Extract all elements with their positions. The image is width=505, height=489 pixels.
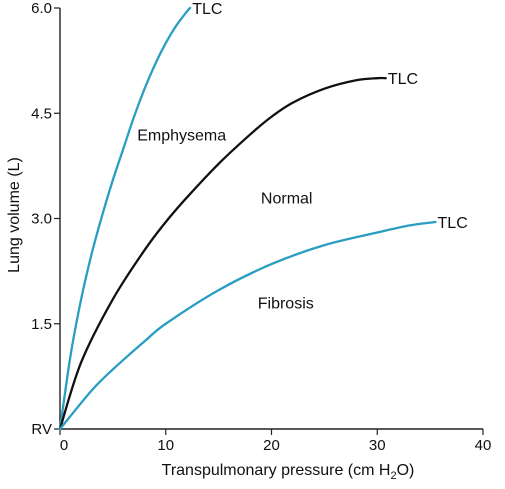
series-lines [58, 6, 437, 431]
y-tick-label: 4.5 [31, 105, 52, 122]
annotation-normal: Normal [261, 190, 313, 207]
x-axis-title-end: O) [397, 462, 415, 479]
annotation-emphysema: Emphysema [137, 127, 226, 144]
tick-labels: 0 10 20 30 40 RV 1.5 3.0 4.5 6.0 [31, 0, 491, 454]
annotation-tlc: TLC [192, 1, 222, 18]
annotation-tlc: TLC [388, 71, 418, 88]
y-tick-label: RV [31, 421, 52, 438]
x-tick-label: 0 [60, 437, 68, 454]
annotation-fibrosis: Fibrosis [258, 296, 314, 313]
axes [54, 7, 484, 435]
x-axis-title-main: Transpulmonary pressure (cm H [162, 462, 391, 479]
y-tick-label: 3.0 [31, 211, 52, 228]
annotation-tlc: TLC [438, 215, 468, 232]
y-tick-label: 1.5 [31, 316, 52, 333]
y-axis-title: Lung volume (L) [6, 157, 23, 273]
x-tick-label: 40 [475, 437, 492, 454]
series-line-fibrosis [58, 220, 437, 431]
x-tick-label: 30 [369, 437, 386, 454]
annotations: TLC TLC TLC Emphysema Normal Fibrosis [137, 1, 468, 313]
series-line-emphysema [58, 6, 192, 431]
x-axis-title-subscript: 2 [390, 470, 396, 482]
x-tick-label: 20 [263, 437, 280, 454]
y-tick-label: 6.0 [31, 0, 52, 17]
series-line-normal [58, 76, 387, 431]
x-tick-label: 10 [157, 437, 174, 454]
x-axis-title: Transpulmonary pressure (cm H2O) [162, 462, 415, 482]
